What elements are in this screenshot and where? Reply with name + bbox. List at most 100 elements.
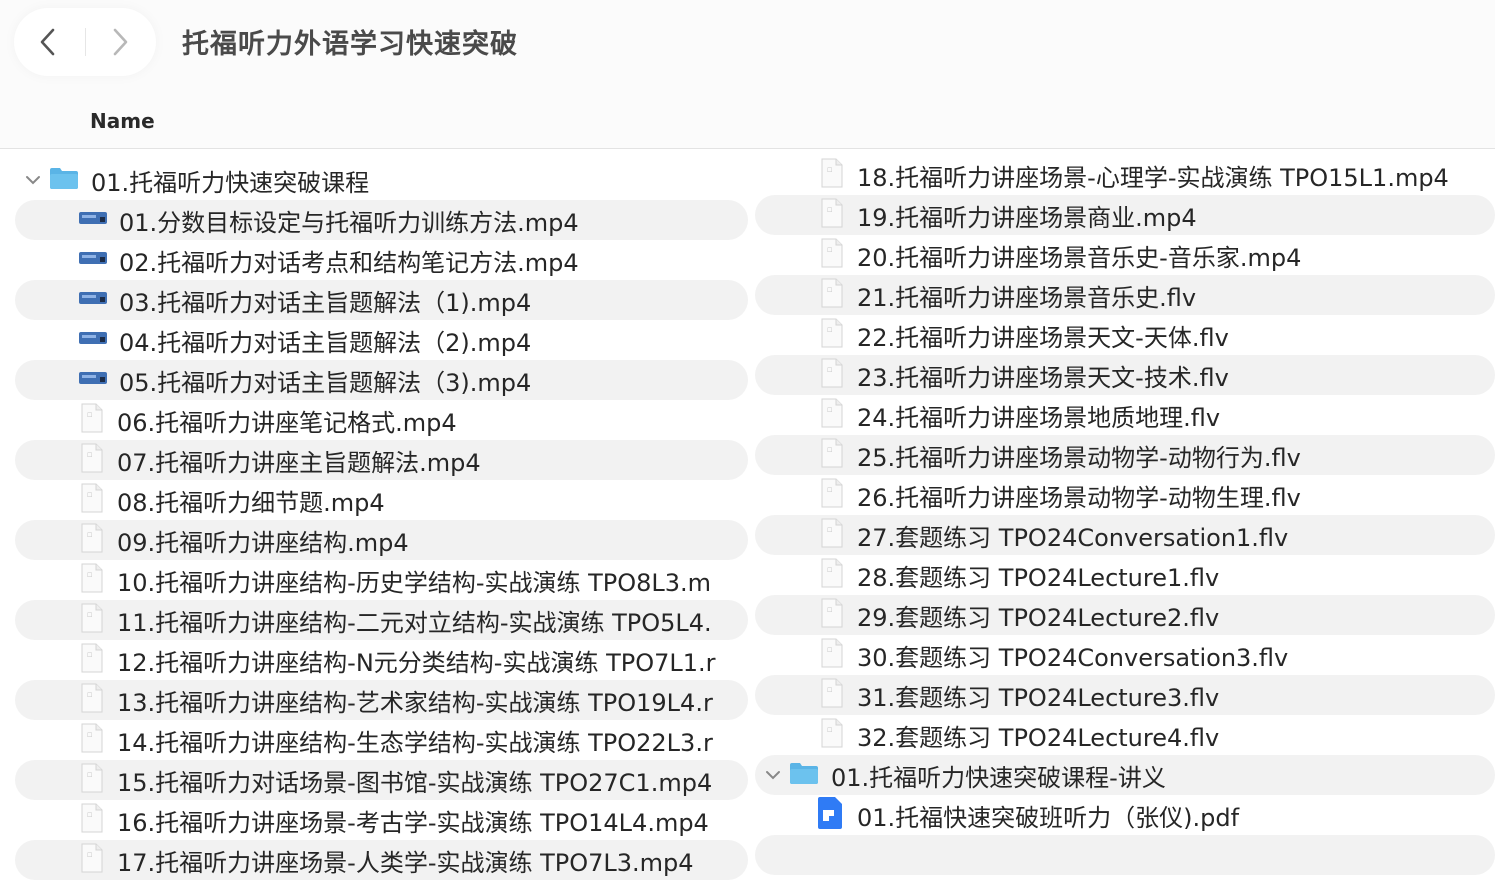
file-name: 10.托福听力讲座结构-历史学结构-实战演练 TPO8L3.m [117, 568, 712, 597]
file-name: 08.托福听力细节题.mp4 [117, 488, 385, 517]
file-row[interactable]: ☐ 27.套题练习 TPO24Conversation1.flv [755, 515, 1495, 555]
file-name: 31.套题练习 TPO24Lecture3.flv [857, 683, 1220, 712]
file-name: 30.套题练习 TPO24Conversation3.flv [857, 643, 1289, 672]
file-row[interactable]: ☐ 16.托福听力讲座场景-考古学-实战演练 TPO14L4.mp4 [15, 800, 748, 840]
file-row[interactable]: ☐ 11.托福听力讲座结构-二元对立结构-实战演练 TPO5L4. [15, 600, 748, 640]
column-header: Name [0, 100, 1495, 149]
file-row[interactable]: ☐ 24.托福听力讲座场景地质地理.flv [755, 395, 1495, 435]
svg-text:☐: ☐ [87, 652, 92, 659]
file-name: 12.托福听力讲座结构-N元分类结构-实战演练 TPO7L1.r [117, 648, 716, 677]
file-name: 09.托福听力讲座结构.mp4 [117, 528, 409, 557]
svg-text:☐: ☐ [827, 167, 832, 174]
svg-text:☐: ☐ [87, 532, 92, 539]
file-row[interactable]: 04.托福听力对话主旨题解法（2).mp4 [15, 320, 748, 360]
document-file-icon: ☐ [81, 483, 103, 517]
svg-text:☐: ☐ [87, 772, 92, 779]
document-file-icon: ☐ [821, 358, 843, 392]
file-name: 26.托福听力讲座场景动物学-动物生理.flv [857, 483, 1301, 512]
file-row[interactable]: ☐ 31.套题练习 TPO24Lecture3.flv [755, 675, 1495, 715]
folder-icon [789, 761, 819, 789]
file-row[interactable]: ☐ 29.套题练习 TPO24Lecture2.flv [755, 595, 1495, 635]
document-file-icon: ☐ [81, 763, 103, 797]
document-file-icon: ☐ [821, 718, 843, 752]
back-button[interactable] [28, 22, 68, 62]
document-file-icon: ☐ [81, 603, 103, 637]
file-row[interactable]: 05.托福听力对话主旨题解法（3).mp4 [15, 360, 748, 400]
file-row[interactable]: ☐ 15.托福听力对话场景-图书馆-实战演练 TPO27C1.mp4 [15, 760, 748, 800]
window-title: 托福听力外语学习快速突破 [182, 29, 518, 60]
file-name: 01.托福听力快速突破课程-讲义 [831, 763, 1166, 792]
file-row[interactable]: 01.托福快速突破班听力（张仪).pdf [755, 795, 1495, 835]
file-row[interactable]: ☐ 07.托福听力讲座主旨题解法.mp4 [15, 440, 748, 480]
svg-text:☐: ☐ [87, 492, 92, 499]
file-name: 25.托福听力讲座场景动物学-动物行为.flv [857, 443, 1301, 472]
file-name: 27.套题练习 TPO24Conversation1.flv [857, 523, 1289, 552]
document-file-icon: ☐ [81, 403, 103, 437]
document-file-icon: ☐ [821, 438, 843, 472]
svg-text:☐: ☐ [827, 687, 832, 694]
svg-text:☐: ☐ [827, 567, 832, 574]
file-row[interactable]: ☐ 09.托福听力讲座结构.mp4 [15, 520, 748, 560]
document-file-icon: ☐ [821, 478, 843, 512]
file-row[interactable]: ☐ 17.托福听力讲座场景-人类学-实战演练 TPO7L3.mp4 [15, 840, 748, 880]
svg-text:☐: ☐ [827, 407, 832, 414]
video-file-icon [79, 370, 107, 390]
document-file-icon: ☐ [821, 678, 843, 712]
file-row[interactable]: ☐ 32.套题练习 TPO24Lecture4.flv [755, 715, 1495, 755]
file-row[interactable]: ☐ 12.托福听力讲座结构-N元分类结构-实战演练 TPO7L1.r [15, 640, 748, 680]
file-name: 16.托福听力讲座场景-考古学-实战演练 TPO14L4.mp4 [117, 808, 709, 837]
file-row[interactable]: ☐ 08.托福听力细节题.mp4 [15, 480, 748, 520]
svg-text:☐: ☐ [827, 447, 832, 454]
file-name: 05.托福听力对话主旨题解法（3).mp4 [119, 368, 532, 397]
file-name: 19.托福听力讲座场景商业.mp4 [857, 203, 1197, 232]
document-file-icon: ☐ [821, 558, 843, 592]
disclosure-chevron-down-icon[interactable] [23, 174, 43, 186]
video-file-icon [79, 330, 107, 350]
file-row[interactable]: ☐ 10.托福听力讲座结构-历史学结构-实战演练 TPO8L3.m [15, 560, 748, 600]
folder-row[interactable]: 01.托福听力快速突破课程 [15, 160, 748, 200]
svg-text:☐: ☐ [827, 207, 832, 214]
file-list-left: 01.托福听力快速突破课程 01.分数目标设定与托福听力训练方法.mp4 02.托福… [15, 160, 748, 881]
file-name: 14.托福听力讲座结构-生态学结构-实战演练 TPO22L3.r [117, 728, 713, 757]
file-row[interactable]: ☐ 19.托福听力讲座场景商业.mp4 [755, 195, 1495, 235]
file-row[interactable]: ☐ 26.托福听力讲座场景动物学-动物生理.flv [755, 475, 1495, 515]
file-row[interactable]: 02.托福听力对话考点和结构笔记方法.mp4 [15, 240, 748, 280]
file-name: 24.托福听力讲座场景地质地理.flv [857, 403, 1221, 432]
svg-text:☐: ☐ [827, 367, 832, 374]
file-row[interactable]: ☐ 25.托福听力讲座场景动物学-动物行为.flv [755, 435, 1495, 475]
file-name: 01.托福快速突破班听力（张仪).pdf [857, 803, 1240, 832]
svg-text:☐: ☐ [827, 527, 832, 534]
document-file-icon: ☐ [81, 803, 103, 837]
file-row[interactable]: ☐ 22.托福听力讲座场景天文-天体.flv [755, 315, 1495, 355]
file-row[interactable]: ☐ 18.托福听力讲座场景-心理学-实战演练 TPO15L1.mp4 [755, 155, 1495, 195]
svg-text:☐: ☐ [87, 732, 92, 739]
disclosure-chevron-down-icon[interactable] [763, 769, 783, 781]
video-file-icon [79, 250, 107, 270]
chevron-left-icon [40, 28, 55, 56]
file-row[interactable]: ☐ 13.托福听力讲座结构-艺术家结构-实战演练 TPO19L4.r [15, 680, 748, 720]
forward-button[interactable] [100, 22, 140, 62]
file-name: 11.托福听力讲座结构-二元对立结构-实战演练 TPO5L4. [117, 608, 712, 637]
svg-text:☐: ☐ [87, 692, 92, 699]
file-row[interactable]: ☐ 30.套题练习 TPO24Conversation3.flv [755, 635, 1495, 675]
file-name: 22.托福听力讲座场景天文-天体.flv [857, 323, 1229, 352]
file-name: 20.托福听力讲座场景音乐史-音乐家.mp4 [857, 243, 1302, 272]
svg-text:☐: ☐ [827, 647, 832, 654]
document-file-icon: ☐ [81, 523, 103, 557]
folder-row[interactable]: 01.托福听力快速突破课程-讲义 [755, 755, 1495, 795]
document-file-icon: ☐ [821, 158, 843, 192]
file-row[interactable]: ☐ 06.托福听力讲座笔记格式.mp4 [15, 400, 748, 440]
column-header-name[interactable]: Name [90, 109, 155, 133]
file-name: 17.托福听力讲座场景-人类学-实战演练 TPO7L3.mp4 [117, 848, 694, 877]
file-row[interactable]: ☐ 14.托福听力讲座结构-生态学结构-实战演练 TPO22L3.r [15, 720, 748, 760]
file-name: 28.套题练习 TPO24Lecture1.flv [857, 563, 1220, 592]
file-row[interactable]: ☐ 23.托福听力讲座场景天文-技术.flv [755, 355, 1495, 395]
file-name: 23.托福听力讲座场景天文-技术.flv [857, 363, 1229, 392]
file-name: 06.托福听力讲座笔记格式.mp4 [117, 408, 457, 437]
file-row[interactable]: ☐ 20.托福听力讲座场景音乐史-音乐家.mp4 [755, 235, 1495, 275]
file-row[interactable]: ☐ 28.套题练习 TPO24Lecture1.flv [755, 555, 1495, 595]
file-name: 18.托福听力讲座场景-心理学-实战演练 TPO15L1.mp4 [857, 163, 1449, 192]
file-row[interactable]: 03.托福听力对话主旨题解法（1).mp4 [15, 280, 748, 320]
file-row[interactable]: 01.分数目标设定与托福听力训练方法.mp4 [15, 200, 748, 240]
file-row[interactable]: ☐ 21.托福听力讲座场景音乐史.flv [755, 275, 1495, 315]
